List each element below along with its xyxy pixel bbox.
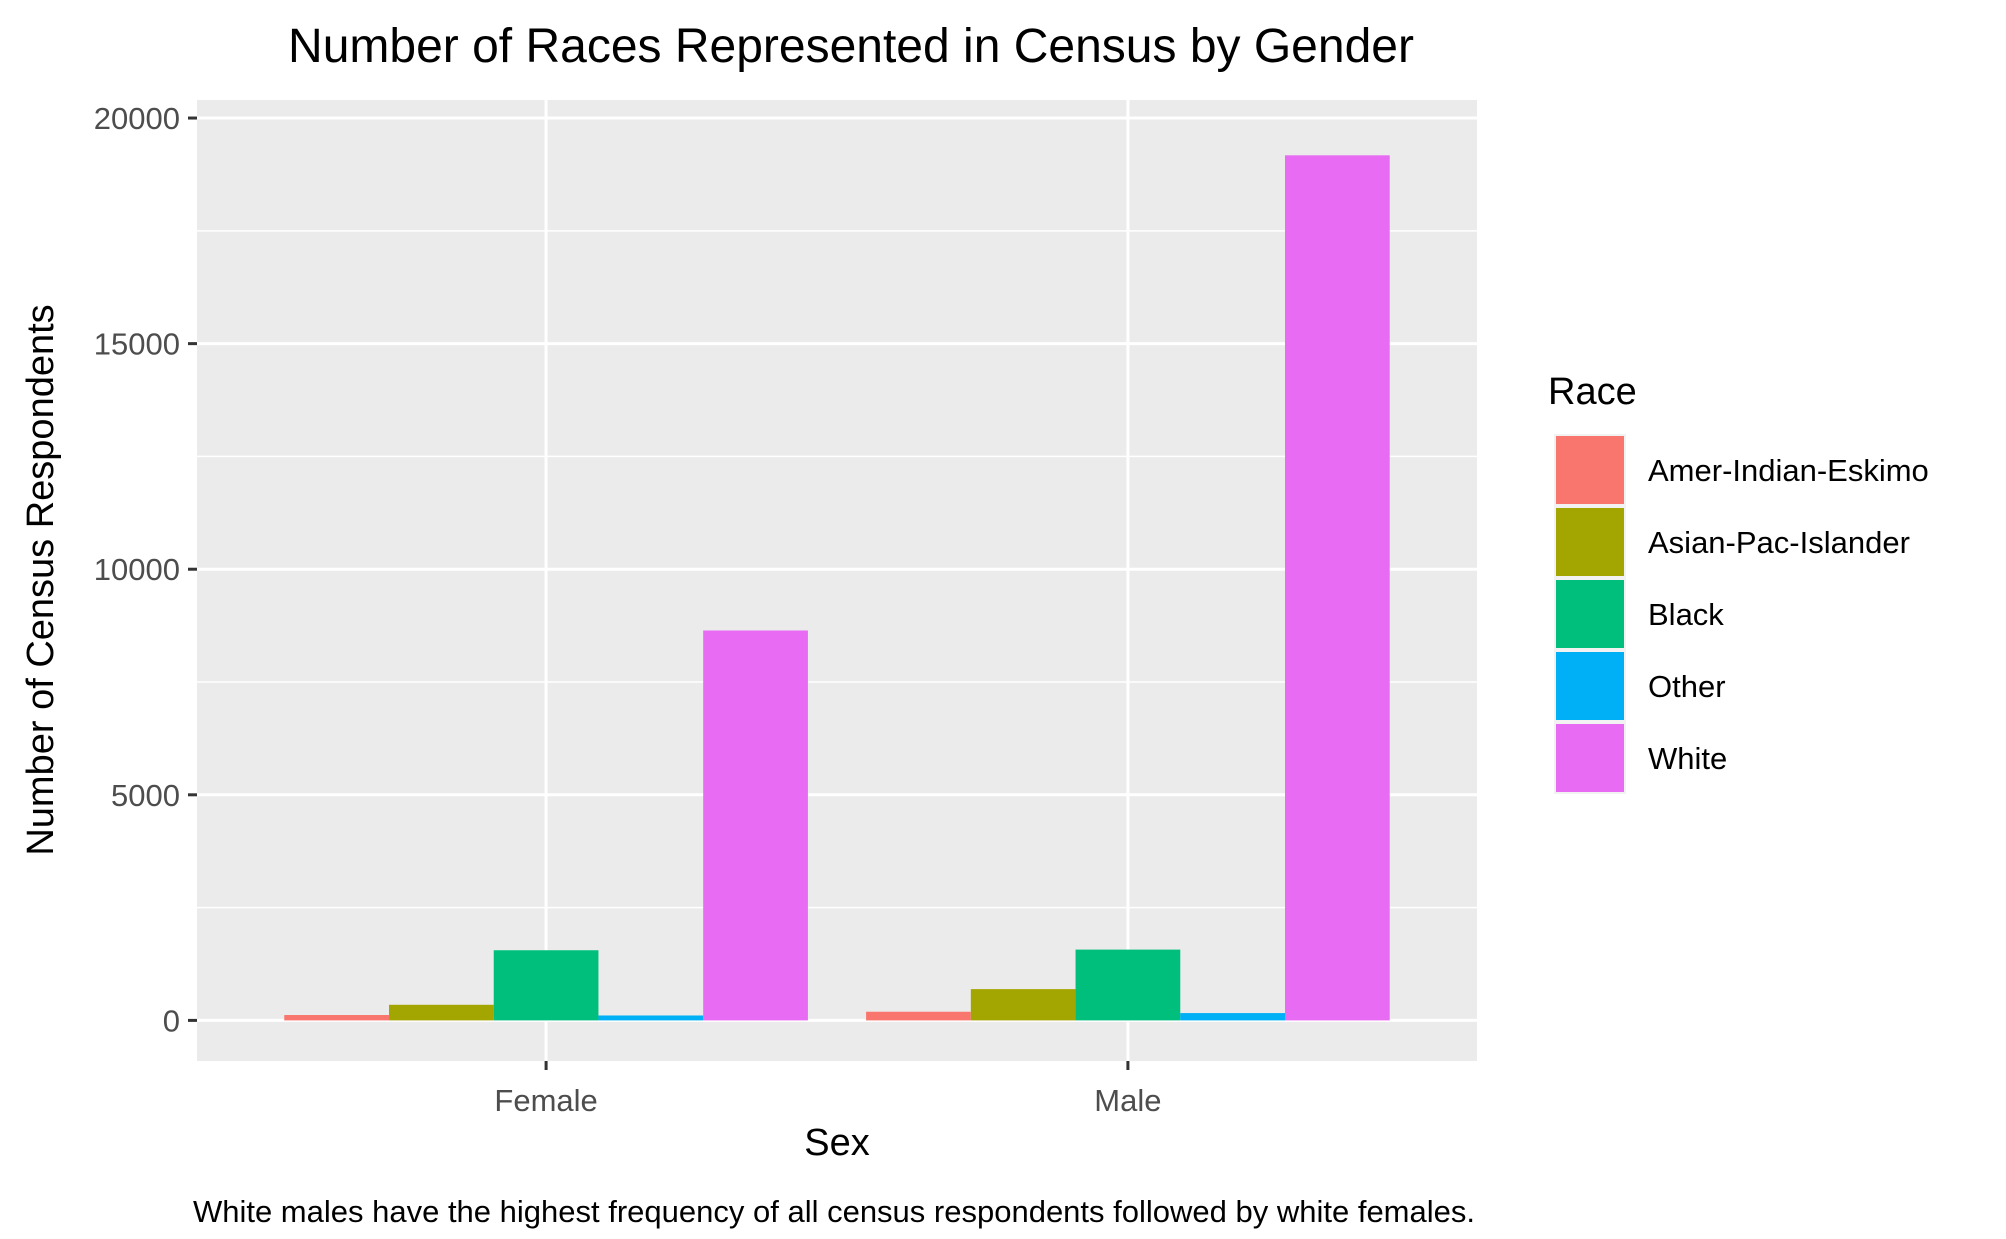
legend-swatch xyxy=(1556,724,1624,792)
plot-panel xyxy=(197,100,1477,1061)
legend-swatch xyxy=(1556,508,1624,576)
legend-title: Race xyxy=(1548,371,1637,413)
minor-gridlines xyxy=(197,230,1477,909)
legend-swatch xyxy=(1556,436,1624,504)
y-tick-label: 5000 xyxy=(111,778,180,813)
x-axis: Female Male xyxy=(494,1061,1162,1118)
y-axis-title: Number of Census Respondents xyxy=(20,304,62,855)
legend-items: Amer-Indian-Eskimo Asian-Pac-Islander Blac… xyxy=(1554,434,1929,794)
legend-swatch xyxy=(1556,652,1624,720)
bar-female-white xyxy=(703,630,808,1021)
chart-caption: White males have the highest frequency o… xyxy=(193,1194,1475,1229)
legend-label: Black xyxy=(1648,597,1724,632)
bar-male-other xyxy=(1180,1013,1285,1021)
y-tick-label: 20000 xyxy=(94,101,180,136)
x-axis-title: Sex xyxy=(804,1122,869,1164)
legend-swatch xyxy=(1556,580,1624,648)
bar-male-amer-indian-eskimo xyxy=(866,1011,971,1021)
y-axis: 0 5000 10000 15000 20000 xyxy=(94,101,197,1038)
chart-title: Number of Races Represented in Census by… xyxy=(288,20,1414,73)
bar-male-black xyxy=(1075,949,1181,1021)
x-tick-label: Female xyxy=(494,1083,597,1118)
x-tick-label: Male xyxy=(1094,1083,1161,1118)
bar-female-black xyxy=(493,950,599,1021)
bar-male-asian-pac-islander xyxy=(970,989,1076,1021)
y-tick-label: 15000 xyxy=(94,327,180,362)
bars xyxy=(284,155,1390,1021)
y-tick-label: 10000 xyxy=(94,552,180,587)
bar-female-asian-pac-islander xyxy=(389,1004,494,1021)
legend-label: Asian-Pac-Islander xyxy=(1648,525,1910,560)
legend-label: Amer-Indian-Eskimo xyxy=(1648,453,1929,488)
legend-label: White xyxy=(1648,741,1727,776)
y-tick-label: 0 xyxy=(163,1003,180,1038)
bar-female-other xyxy=(598,1015,704,1021)
legend: Race Amer-Indian-Eskimo Asian-Pac-Islande… xyxy=(1548,371,1929,794)
bar-male-white xyxy=(1285,155,1390,1021)
major-gridlines xyxy=(197,100,1477,1061)
bar-female-amer-indian-eskimo xyxy=(284,1015,389,1021)
legend-label: Other xyxy=(1648,669,1726,704)
